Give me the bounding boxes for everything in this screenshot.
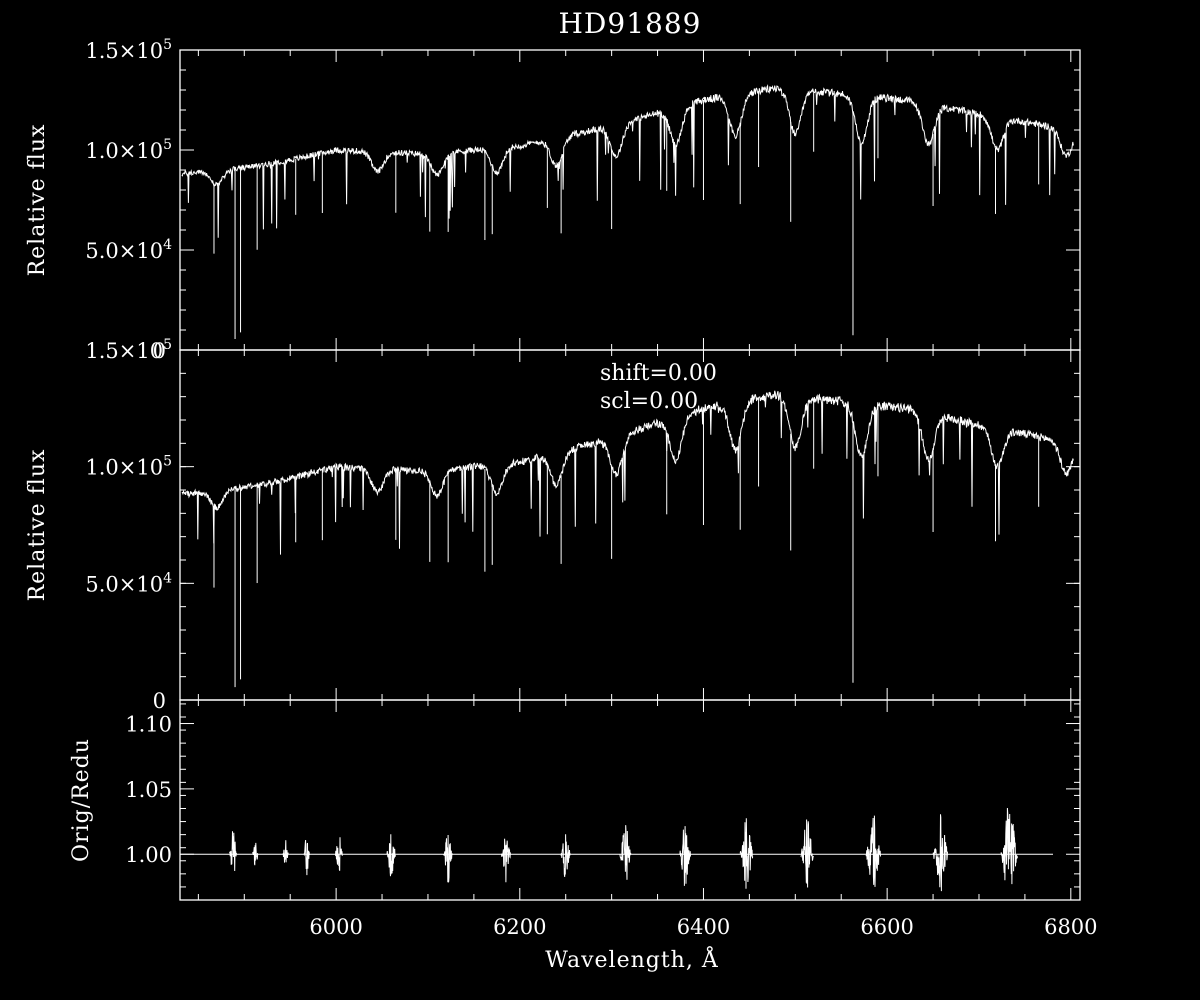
spectrum-line [181,390,1074,555]
chart-title: HD91889 [559,7,702,40]
panel-reduced-flux: shift=0.00 scl=0.00 0 5.0×104 1.0×105 1.5×1… [25,337,1081,713]
y-tick-label: 1.0×105 [85,454,172,480]
y-tick-label: 5.0×104 [85,570,172,596]
ratio-feature [1000,807,1018,885]
y-tick-label: 1.5×105 [85,37,172,63]
y-tick-label: 1.0×105 [85,137,172,163]
ratio-feature [229,831,238,872]
ratio-feature [443,834,454,883]
ratio-feature [800,819,814,888]
ratio-feature [500,838,511,883]
y-tick-label: 5.0×104 [85,237,172,263]
plot-frame [179,49,1081,351]
ratio-feature [739,818,754,889]
y-tick-label: 1.5×105 [85,337,172,363]
y-tick-label: 1.10 [125,713,172,737]
y-tick-label: 0 [153,339,166,363]
panel-ratio: 1.00 1.05 1.10 Orig/Redu 6000 6200 6400 6600 680… [69,699,1098,939]
ratio-feature [679,826,691,886]
x-tick-label: 6200 [493,915,546,939]
ratio-feature [619,825,632,880]
ratio-feature [386,834,397,877]
plot-frame [179,699,1081,901]
y-tick-label: 0 [153,689,166,713]
shift-annotation: shift=0.00 [600,361,717,386]
x-tick-label: 6600 [860,915,913,939]
x-tick-label: 6000 [309,915,362,939]
y-tick-label: 1.05 [125,778,172,802]
ratio-feature [282,840,289,863]
ratio-feature [303,839,310,876]
scale-annotation: scl=0.00 [600,389,698,414]
x-axis-label: Wavelength, Å [545,945,719,973]
y-axis-label: Relative flux [25,124,50,277]
y-axis-label: Orig/Redu [69,738,94,862]
spectrum-line [181,84,1074,238]
x-tick-label: 6800 [1044,915,1097,939]
ratio-feature [865,815,881,887]
y-axis-label: Relative flux [25,449,50,602]
panel-original-flux: 0 5.0×104 1.0×105 1.5×105 Relative flux [25,37,1081,363]
ratio-feature [932,814,948,892]
ratio-feature [252,842,259,866]
y-tick-label: 1.00 [125,843,172,867]
ratio-feature [560,834,571,877]
x-tick-label: 6400 [677,915,730,939]
ratio-feature [334,837,343,871]
